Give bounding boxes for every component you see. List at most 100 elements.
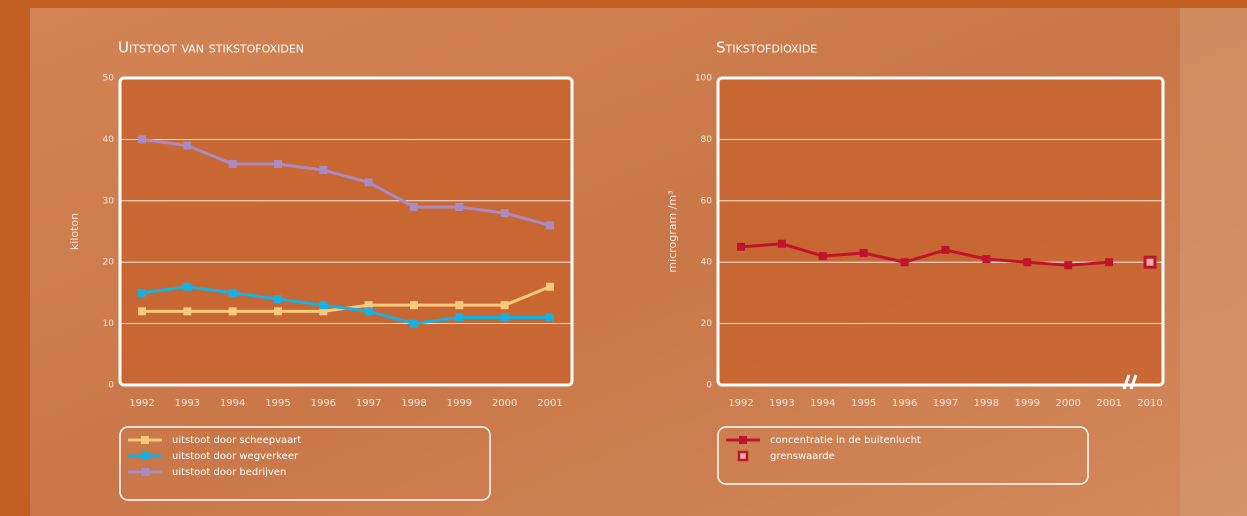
y-axis-label: microgram /m³ — [666, 190, 679, 272]
y-tick-label: 100 — [695, 74, 712, 84]
x-tick-label: 1999 — [447, 398, 472, 409]
point-marker — [941, 245, 950, 254]
point-marker — [138, 288, 146, 297]
plot-border — [118, 76, 574, 387]
y-tick-label: 80 — [701, 135, 713, 145]
point-marker — [410, 301, 418, 310]
point-marker — [364, 301, 373, 310]
point-marker — [455, 202, 464, 211]
point-marker — [500, 209, 509, 218]
legend-marker — [141, 468, 149, 476]
point-marker — [455, 301, 464, 310]
y-tick-label: 40 — [103, 135, 115, 145]
legend-marker — [739, 436, 747, 444]
point-marker — [138, 135, 146, 144]
point-marker — [319, 166, 328, 175]
chart-title: Stikstofdioxide — [716, 39, 817, 57]
x-tick-label: 1992 — [129, 398, 154, 409]
x-tick-label: 1997 — [356, 398, 381, 409]
y-tick-label: 10 — [103, 319, 115, 329]
point-marker — [183, 307, 192, 316]
x-tick-label: 1996 — [892, 398, 917, 409]
point-marker — [319, 301, 328, 310]
point-marker — [364, 307, 373, 316]
legend-label: concentratie in de buitenlucht — [770, 435, 921, 446]
point-marker — [1064, 261, 1073, 270]
point-marker — [183, 282, 192, 291]
point-marker — [364, 178, 373, 187]
point-marker — [500, 301, 509, 310]
point-marker — [1023, 258, 1032, 267]
x-tick-label: 1998 — [974, 398, 999, 409]
y-tick-label: 30 — [103, 196, 115, 206]
y-tick-label: 40 — [701, 258, 713, 268]
x-tick-label: 1993 — [175, 398, 200, 409]
plot-area — [718, 78, 1163, 385]
point-marker — [274, 295, 282, 304]
y-tick-label: 0 — [706, 381, 712, 391]
plot-border — [716, 76, 1165, 387]
legend-marker — [141, 452, 149, 460]
x-tick-label: 1993 — [769, 398, 794, 409]
point-marker — [818, 252, 827, 261]
axis-break — [1122, 374, 1138, 390]
y-tick-label: 60 — [701, 196, 713, 206]
point-marker — [410, 319, 418, 328]
point-marker — [319, 307, 328, 316]
point-marker — [138, 307, 146, 316]
legend-box — [119, 426, 491, 501]
y-tick-label: 0 — [108, 381, 114, 391]
point-marker — [1143, 255, 1157, 269]
point-marker — [274, 159, 282, 168]
x-tick-label: 2000 — [492, 398, 517, 409]
series-line — [141, 285, 550, 326]
x-tick-label: 1995 — [265, 398, 290, 409]
legend-label: grenswaarde — [770, 451, 835, 462]
point-marker — [859, 248, 868, 257]
point-marker — [546, 282, 554, 291]
point-marker — [900, 258, 909, 267]
point-marker — [1105, 258, 1114, 267]
plot-area — [120, 78, 572, 385]
legend-label: uitstoot door scheepvaart — [172, 435, 301, 446]
point-marker — [228, 159, 237, 168]
point-marker — [737, 242, 745, 251]
y-tick-label: 20 — [701, 319, 713, 329]
legend-label: uitstoot door wegverkeer — [172, 451, 299, 462]
point-marker — [410, 202, 418, 211]
point-marker — [546, 221, 554, 230]
point-marker — [228, 288, 237, 297]
point-marker — [455, 313, 464, 322]
legend-marker — [141, 436, 149, 444]
x-tick-label: 2010 — [1137, 398, 1162, 409]
chart-title: Uitstoot van stikstofoxiden — [118, 39, 304, 57]
y-tick-label: 50 — [103, 74, 115, 84]
x-tick-label: 1996 — [311, 398, 336, 409]
point-marker — [546, 313, 554, 322]
x-tick-label: 2000 — [1055, 398, 1080, 409]
x-tick-label: 2001 — [537, 398, 562, 409]
legend-box — [717, 426, 1089, 485]
point-marker — [982, 255, 991, 264]
x-tick-label: 1997 — [933, 398, 958, 409]
point-marker — [183, 141, 192, 150]
point-marker — [274, 307, 282, 316]
background-strip — [1180, 8, 1247, 516]
point-marker — [228, 307, 237, 316]
point-marker — [777, 239, 786, 248]
x-tick-label: 1992 — [728, 398, 753, 409]
x-tick-label: 1999 — [1015, 398, 1040, 409]
x-tick-label: 1995 — [851, 398, 876, 409]
y-axis-label: kiloton — [68, 213, 81, 250]
legend-label: uitstoot door bedrijven — [172, 467, 286, 478]
legend-marker — [737, 450, 749, 462]
x-tick-label: 1994 — [220, 398, 245, 409]
series-line — [141, 137, 551, 227]
x-tick-label: 2001 — [1096, 398, 1121, 409]
point-marker — [500, 313, 509, 322]
x-tick-label: 1998 — [401, 398, 426, 409]
y-tick-label: 20 — [103, 258, 115, 268]
series-line — [740, 242, 1110, 267]
x-tick-label: 1994 — [810, 398, 835, 409]
